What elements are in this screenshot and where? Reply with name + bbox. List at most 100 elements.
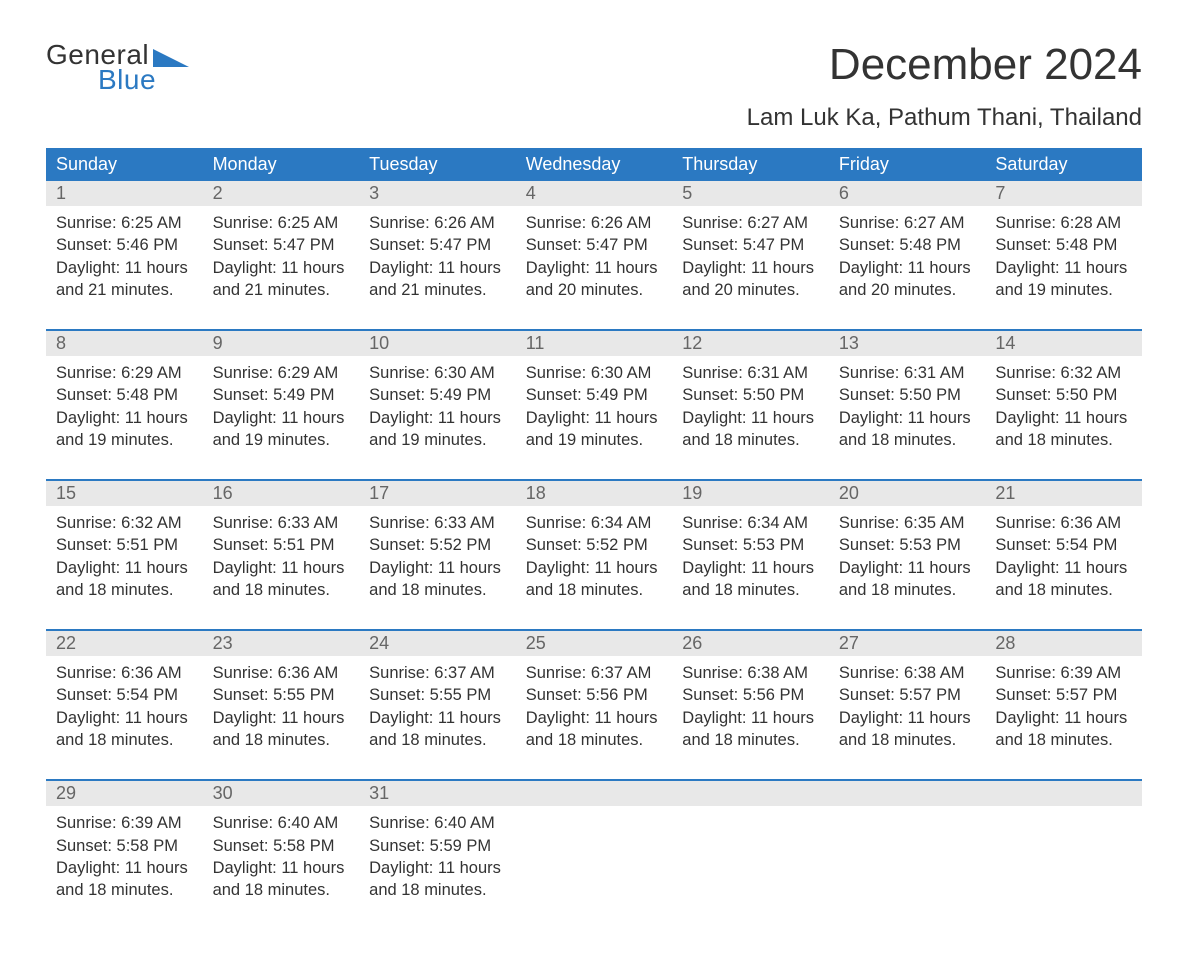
- sunrise-line: Sunrise: 6:32 AM: [56, 512, 193, 534]
- day-cell: Sunrise: 6:29 AMSunset: 5:48 PMDaylight:…: [46, 356, 203, 461]
- week-row: 15161718192021Sunrise: 6:32 AMSunset: 5:…: [46, 479, 1142, 611]
- day-number: [672, 781, 829, 806]
- sunset-line: Sunset: 5:46 PM: [56, 234, 193, 256]
- daylight-line: Daylight: 11 hours and 18 minutes.: [526, 557, 663, 602]
- day-cell: Sunrise: 6:28 AMSunset: 5:48 PMDaylight:…: [985, 206, 1142, 311]
- sunrise-line: Sunrise: 6:38 AM: [682, 662, 819, 684]
- sunset-line: Sunset: 5:49 PM: [526, 384, 663, 406]
- brand-word-2: Blue: [46, 65, 189, 94]
- sunset-line: Sunset: 5:52 PM: [369, 534, 506, 556]
- day-number: 15: [46, 481, 203, 506]
- day-number-row: 891011121314: [46, 329, 1142, 356]
- day-number: 8: [46, 331, 203, 356]
- sunrise-line: Sunrise: 6:31 AM: [682, 362, 819, 384]
- day-cell: Sunrise: 6:26 AMSunset: 5:47 PMDaylight:…: [359, 206, 516, 311]
- sunset-line: Sunset: 5:50 PM: [839, 384, 976, 406]
- daylight-line: Daylight: 11 hours and 18 minutes.: [369, 857, 506, 902]
- sunrise-line: Sunrise: 6:29 AM: [213, 362, 350, 384]
- weekday-header-cell: Wednesday: [516, 148, 673, 181]
- weekday-header-cell: Thursday: [672, 148, 829, 181]
- daylight-line: Daylight: 11 hours and 18 minutes.: [526, 707, 663, 752]
- daylight-line: Daylight: 11 hours and 18 minutes.: [682, 557, 819, 602]
- weekday-header-cell: Saturday: [985, 148, 1142, 181]
- sunset-line: Sunset: 5:55 PM: [369, 684, 506, 706]
- day-cells-row: Sunrise: 6:39 AMSunset: 5:58 PMDaylight:…: [46, 806, 1142, 911]
- day-number: 23: [203, 631, 360, 656]
- daylight-line: Daylight: 11 hours and 18 minutes.: [995, 407, 1132, 452]
- day-cell: Sunrise: 6:40 AMSunset: 5:59 PMDaylight:…: [359, 806, 516, 911]
- sunrise-line: Sunrise: 6:34 AM: [682, 512, 819, 534]
- day-number: 24: [359, 631, 516, 656]
- sunset-line: Sunset: 5:55 PM: [213, 684, 350, 706]
- day-number: 14: [985, 331, 1142, 356]
- sunrise-line: Sunrise: 6:30 AM: [369, 362, 506, 384]
- sunset-line: Sunset: 5:47 PM: [682, 234, 819, 256]
- location-subtitle: Lam Luk Ka, Pathum Thani, Thailand: [747, 104, 1142, 132]
- sunset-line: Sunset: 5:58 PM: [56, 835, 193, 857]
- day-cell: [672, 806, 829, 911]
- sunrise-line: Sunrise: 6:27 AM: [839, 212, 976, 234]
- daylight-line: Daylight: 11 hours and 18 minutes.: [213, 857, 350, 902]
- sunset-line: Sunset: 5:57 PM: [839, 684, 976, 706]
- daylight-line: Daylight: 11 hours and 18 minutes.: [682, 707, 819, 752]
- sunset-line: Sunset: 5:49 PM: [369, 384, 506, 406]
- daylight-line: Daylight: 11 hours and 19 minutes.: [56, 407, 193, 452]
- day-cell: Sunrise: 6:27 AMSunset: 5:47 PMDaylight:…: [672, 206, 829, 311]
- sunset-line: Sunset: 5:58 PM: [213, 835, 350, 857]
- sunrise-line: Sunrise: 6:36 AM: [56, 662, 193, 684]
- sunset-line: Sunset: 5:54 PM: [995, 534, 1132, 556]
- daylight-line: Daylight: 11 hours and 21 minutes.: [213, 257, 350, 302]
- daylight-line: Daylight: 11 hours and 19 minutes.: [213, 407, 350, 452]
- calendar: SundayMondayTuesdayWednesdayThursdayFrid…: [46, 148, 1142, 911]
- sunrise-line: Sunrise: 6:31 AM: [839, 362, 976, 384]
- sunset-line: Sunset: 5:51 PM: [56, 534, 193, 556]
- day-cell: [829, 806, 986, 911]
- sunset-line: Sunset: 5:57 PM: [995, 684, 1132, 706]
- day-number: 6: [829, 181, 986, 206]
- day-number: 10: [359, 331, 516, 356]
- day-number: 4: [516, 181, 673, 206]
- sunrise-line: Sunrise: 6:29 AM: [56, 362, 193, 384]
- sunset-line: Sunset: 5:48 PM: [839, 234, 976, 256]
- day-cell: Sunrise: 6:36 AMSunset: 5:54 PMDaylight:…: [985, 506, 1142, 611]
- day-cell: Sunrise: 6:30 AMSunset: 5:49 PMDaylight:…: [359, 356, 516, 461]
- day-number: 28: [985, 631, 1142, 656]
- day-cells-row: Sunrise: 6:36 AMSunset: 5:54 PMDaylight:…: [46, 656, 1142, 761]
- daylight-line: Daylight: 11 hours and 18 minutes.: [213, 557, 350, 602]
- day-cell: Sunrise: 6:36 AMSunset: 5:54 PMDaylight:…: [46, 656, 203, 761]
- day-number: 7: [985, 181, 1142, 206]
- day-number-row: 293031: [46, 779, 1142, 806]
- sunrise-line: Sunrise: 6:32 AM: [995, 362, 1132, 384]
- day-cell: Sunrise: 6:40 AMSunset: 5:58 PMDaylight:…: [203, 806, 360, 911]
- sunrise-line: Sunrise: 6:39 AM: [995, 662, 1132, 684]
- week-row: 1234567Sunrise: 6:25 AMSunset: 5:46 PMDa…: [46, 181, 1142, 311]
- day-cell: Sunrise: 6:39 AMSunset: 5:57 PMDaylight:…: [985, 656, 1142, 761]
- month-title: December 2024: [747, 40, 1142, 90]
- day-number: 25: [516, 631, 673, 656]
- topbar: General Blue December 2024 Lam Luk Ka, P…: [46, 40, 1142, 142]
- daylight-line: Daylight: 11 hours and 18 minutes.: [213, 707, 350, 752]
- daylight-line: Daylight: 11 hours and 20 minutes.: [839, 257, 976, 302]
- daylight-line: Daylight: 11 hours and 19 minutes.: [526, 407, 663, 452]
- day-cell: Sunrise: 6:32 AMSunset: 5:50 PMDaylight:…: [985, 356, 1142, 461]
- sunrise-line: Sunrise: 6:37 AM: [369, 662, 506, 684]
- sunset-line: Sunset: 5:56 PM: [682, 684, 819, 706]
- sunrise-line: Sunrise: 6:35 AM: [839, 512, 976, 534]
- sunset-line: Sunset: 5:50 PM: [995, 384, 1132, 406]
- sunrise-line: Sunrise: 6:26 AM: [369, 212, 506, 234]
- day-cell: [516, 806, 673, 911]
- daylight-line: Daylight: 11 hours and 19 minutes.: [369, 407, 506, 452]
- day-number: 13: [829, 331, 986, 356]
- day-cell: Sunrise: 6:33 AMSunset: 5:51 PMDaylight:…: [203, 506, 360, 611]
- day-number: 16: [203, 481, 360, 506]
- sunrise-line: Sunrise: 6:33 AM: [369, 512, 506, 534]
- daylight-line: Daylight: 11 hours and 18 minutes.: [995, 707, 1132, 752]
- sunset-line: Sunset: 5:47 PM: [369, 234, 506, 256]
- sunrise-line: Sunrise: 6:25 AM: [213, 212, 350, 234]
- brand-triangle-icon: [153, 49, 189, 67]
- sunset-line: Sunset: 5:59 PM: [369, 835, 506, 857]
- sunset-line: Sunset: 5:48 PM: [56, 384, 193, 406]
- sunrise-line: Sunrise: 6:37 AM: [526, 662, 663, 684]
- day-number: 31: [359, 781, 516, 806]
- brand-logo: General Blue: [46, 40, 189, 95]
